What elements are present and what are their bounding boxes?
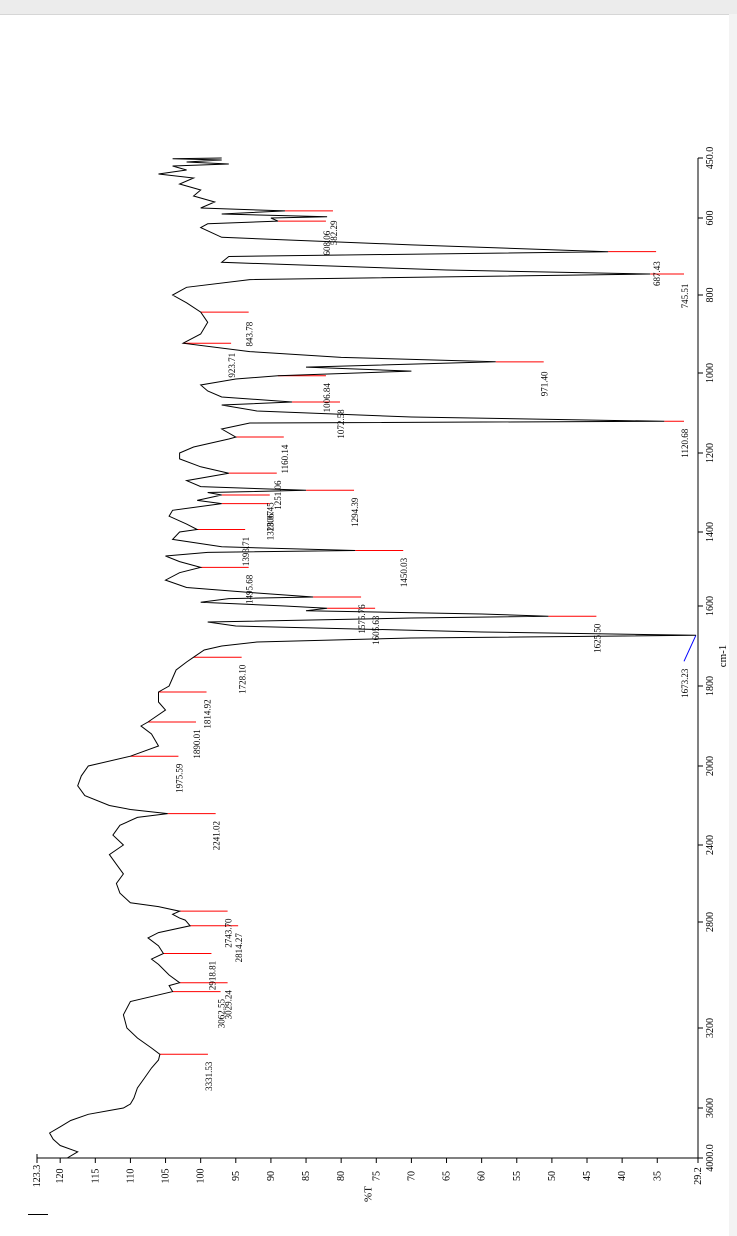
peak-label: 1728.10 [238,664,248,694]
y-tick-label: 45 [582,1171,593,1181]
peak-leader-line [683,635,697,662]
y-tick-label: 35 [652,1171,663,1181]
tick-labels: 4000.0 3600 3200 2800 2400 2000 1800 1600 1400 12… [32,147,729,1202]
peak-label: 1814.92 [203,699,213,728]
peak-label: 971.40 [540,371,550,396]
corner-mark [28,1214,48,1215]
x-tick-label: 2800 [705,912,716,932]
y-tick-label: 65 [442,1171,453,1181]
y-tick-label: 95 [231,1171,242,1181]
y-tick-label: 40 [617,1171,628,1181]
spectrum-curve-group [48,157,696,1159]
peak-leader-lines [130,210,697,1055]
peak-label: 2743.70 [224,918,234,948]
x-tick-label: 1800 [705,676,716,696]
x-tick-label: 450.0 [705,147,716,170]
y-tick-label: 60 [477,1171,488,1181]
x-tick-label: 2000 [705,756,716,776]
peak-label: 582.29 [329,220,339,245]
x-tick-label: 600 [705,211,716,226]
x-tick-label: 800 [705,288,716,303]
peak-label: 687.43 [652,261,662,286]
peak-label: 1294.39 [350,497,360,527]
x-tick-label: 2400 [705,835,716,855]
x-tick-label: 1000 [705,363,716,383]
y-tick-label: 110 [125,1169,136,1184]
peak-label: 1450.03 [399,557,409,587]
peak-label: 1605.63 [371,615,381,645]
peak-label: 608.06 [322,230,332,255]
x-tick-label: 3600 [705,1098,716,1118]
page-edge-shade [729,14,737,1236]
peak-label: 1006.84 [322,383,332,413]
peak-label: 1328.07 [266,510,276,540]
y-tick-label: 70 [406,1171,417,1181]
peak-label: 2918.81 [207,961,217,990]
peak-label: 3331.53 [204,1061,214,1091]
peak-label: 2814.27 [234,933,244,963]
peak-label: 1120.68 [680,428,690,457]
peak-label: 745.51 [680,284,690,309]
y-tick-label: 29.2 [693,1167,704,1185]
peak-label: 1072.58 [336,409,346,439]
peak-label: 1251.06 [273,480,283,510]
peak-label: 1495.68 [245,574,255,604]
peak-label: 1393.71 [241,537,251,566]
y-tick-label: 90 [266,1171,277,1181]
chart-axes [36,157,703,1163]
peak-label: 1673.23 [680,668,690,698]
peak-label: 1890.01 [192,729,202,758]
peak-label: 843.78 [245,321,255,346]
y-tick-label: 100 [196,1169,207,1184]
y-tick-label: 75 [371,1171,382,1181]
window-top-bar [0,0,737,15]
y-axis-title: %T [363,1186,375,1202]
peak-label: 1575.76 [357,604,367,634]
y-tick-label: 105 [161,1169,172,1184]
peak-label: 3029.24 [224,990,234,1020]
peak-label: 923.71 [227,353,237,378]
spectrum-curve [48,157,696,1159]
peak-label: 1306.45 [266,502,276,532]
x-tick-label: 1400 [705,522,716,542]
y-tick-label: 120 [55,1169,66,1184]
y-tick-label: 80 [336,1171,347,1181]
y-tick-label: 55 [512,1171,523,1181]
x-tick-label: 4000.0 [705,1144,716,1172]
x-axis-title: cm-1 [717,645,729,668]
peak-label: 3062.55 [217,998,227,1028]
x-tick-label: 1200 [705,443,716,463]
x-tick-label: 3200 [705,1018,716,1038]
y-tick-label: 115 [90,1169,101,1184]
x-tick-label: 1600 [705,596,716,616]
peak-label: 2241.02 [212,821,222,850]
y-tick-label: 50 [547,1171,558,1181]
y-tick-label: 123.3 [32,1165,43,1188]
peak-label: 1625.50 [592,623,602,653]
peak-label: 1160.14 [280,444,290,473]
y-tick-label: 85 [301,1171,312,1181]
peak-label: 1975.59 [174,763,184,793]
